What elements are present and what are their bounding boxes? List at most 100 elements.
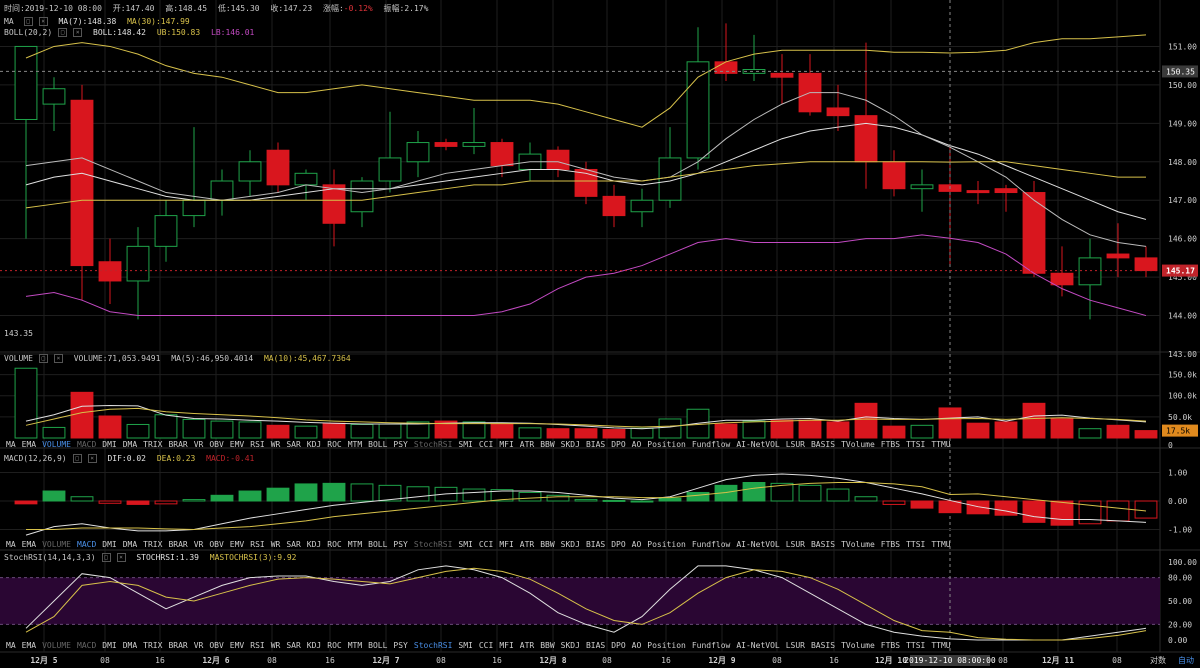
tab-roc[interactable]: ROC [327, 440, 342, 449]
tab-boll[interactable]: BOLL [368, 540, 388, 549]
tab-fundflow[interactable]: Fundflow [691, 641, 731, 650]
tab-dpo[interactable]: DPO [611, 641, 626, 650]
settings-icon[interactable]: □ [58, 28, 68, 37]
tab-ttmu[interactable]: TTMU [931, 540, 951, 549]
tab-roc[interactable]: ROC [327, 641, 342, 650]
tab-vr[interactable]: VR [193, 540, 204, 549]
tab-dma[interactable]: DMA [122, 540, 138, 549]
tab-ao[interactable]: AO [631, 540, 642, 549]
tab-ttsi[interactable]: TTSI [906, 641, 926, 650]
close-icon[interactable]: × [53, 354, 63, 363]
tab-ema[interactable]: EMA [21, 440, 37, 449]
tab-emv[interactable]: EMV [229, 440, 245, 449]
tab-kdj[interactable]: KDJ [306, 641, 322, 650]
tab-psy[interactable]: PSY [393, 641, 408, 650]
settings-icon[interactable]: □ [38, 354, 48, 363]
auto-scale-toggle[interactable]: 自动 [1178, 656, 1194, 665]
tab-mtm[interactable]: MTM [347, 440, 363, 449]
tab-stochrsi[interactable]: StochRSI [413, 641, 453, 650]
settings-icon[interactable]: □ [101, 553, 111, 562]
tab-psy[interactable]: PSY [393, 540, 408, 549]
settings-icon[interactable]: □ [72, 454, 82, 463]
settings-icon[interactable]: □ [23, 17, 33, 26]
tab-ma[interactable]: MA [6, 440, 16, 449]
close-icon[interactable]: × [73, 28, 83, 37]
tab-bbw[interactable]: BBW [540, 641, 555, 650]
tab-wr[interactable]: WR [270, 641, 281, 650]
tab-vr[interactable]: VR [193, 641, 204, 650]
tab-bias[interactable]: BIAS [585, 540, 606, 549]
tab-skdj[interactable]: SKDJ [560, 440, 580, 449]
tab-sar[interactable]: SAR [286, 540, 301, 549]
tab-cci[interactable]: CCI [478, 641, 494, 650]
tab-smi[interactable]: SMI [458, 540, 473, 549]
tab-ttsi[interactable]: TTSI [906, 440, 926, 449]
tab-ftbs[interactable]: FTBS [880, 440, 901, 449]
tab-brar[interactable]: BRAR [168, 540, 188, 549]
tab-mfi[interactable]: MFI [499, 540, 514, 549]
tab-sar[interactable]: SAR [286, 440, 301, 449]
tab-stochrsi[interactable]: StochRSI [413, 540, 453, 549]
close-icon[interactable]: × [87, 454, 97, 463]
tab-atr[interactable]: ATR [519, 641, 535, 650]
tab-sar[interactable]: SAR [286, 641, 301, 650]
tab-brar[interactable]: BRAR [168, 440, 188, 449]
tab-smi[interactable]: SMI [458, 440, 473, 449]
tab-bbw[interactable]: BBW [540, 540, 555, 549]
tab-mtm[interactable]: MTM [347, 641, 363, 650]
tab-emv[interactable]: EMV [229, 540, 245, 549]
tab-wr[interactable]: WR [270, 440, 281, 449]
tab-skdj[interactable]: SKDJ [560, 641, 580, 650]
tab-trix[interactable]: TRIX [143, 440, 163, 449]
tab-dmi[interactable]: DMI [102, 440, 117, 449]
tab-dpo[interactable]: DPO [611, 540, 626, 549]
tab-ao[interactable]: AO [631, 641, 642, 650]
tab-kdj[interactable]: KDJ [306, 440, 322, 449]
tab-basis[interactable]: BASIS [810, 440, 836, 449]
tab-roc[interactable]: ROC [327, 540, 342, 549]
tab-position[interactable]: Position [647, 540, 686, 549]
tab-fundflow[interactable]: Fundflow [691, 540, 731, 549]
tab-tvolume[interactable]: TVolume [841, 641, 875, 650]
tab-smi[interactable]: SMI [458, 641, 473, 650]
tab-ai-netvol[interactable]: AI-NetVOL [736, 440, 780, 449]
tab-obv[interactable]: OBV [209, 641, 224, 650]
tab-ema[interactable]: EMA [21, 540, 37, 549]
tab-volume[interactable]: VOLUME [42, 440, 71, 449]
tab-boll[interactable]: BOLL [368, 440, 388, 449]
tab-ftbs[interactable]: FTBS [880, 641, 901, 650]
tab-vr[interactable]: VR [193, 440, 204, 449]
tab-mfi[interactable]: MFI [499, 641, 514, 650]
tab-rsi[interactable]: RSI [250, 440, 265, 449]
tab-ma[interactable]: MA [6, 540, 16, 549]
tab-lsur[interactable]: LSUR [785, 641, 805, 650]
tab-ttsi[interactable]: TTSI [906, 540, 926, 549]
log-scale-toggle[interactable]: 对数 [1150, 656, 1166, 665]
close-icon[interactable]: × [38, 17, 48, 26]
tab-ai-netvol[interactable]: AI-NetVOL [736, 641, 780, 650]
tab-dpo[interactable]: DPO [611, 440, 626, 449]
tab-cci[interactable]: CCI [478, 540, 494, 549]
tab-dma[interactable]: DMA [122, 641, 138, 650]
tab-kdj[interactable]: KDJ [306, 540, 322, 549]
close-icon[interactable]: × [116, 553, 126, 562]
tab-ai-netvol[interactable]: AI-NetVOL [736, 540, 780, 549]
tab-ftbs[interactable]: FTBS [880, 540, 901, 549]
tab-dmi[interactable]: DMI [102, 540, 117, 549]
tab-ttmu[interactable]: TTMU [931, 440, 951, 449]
tab-ttmu[interactable]: TTMU [931, 641, 951, 650]
tab-macd[interactable]: MACD [77, 641, 97, 650]
tab-volume[interactable]: VOLUME [42, 540, 71, 549]
tab-ma[interactable]: MA [6, 641, 16, 650]
tab-macd[interactable]: MACD [77, 440, 97, 449]
tab-obv[interactable]: OBV [209, 440, 224, 449]
tab-skdj[interactable]: SKDJ [560, 540, 580, 549]
tab-trix[interactable]: TRIX [143, 540, 163, 549]
tab-fundflow[interactable]: Fundflow [691, 440, 731, 449]
tab-ema[interactable]: EMA [21, 641, 37, 650]
tab-tvolume[interactable]: TVolume [841, 440, 875, 449]
tab-atr[interactable]: ATR [519, 440, 535, 449]
tab-bbw[interactable]: BBW [540, 440, 555, 449]
tab-obv[interactable]: OBV [209, 540, 224, 549]
tab-mtm[interactable]: MTM [347, 540, 363, 549]
